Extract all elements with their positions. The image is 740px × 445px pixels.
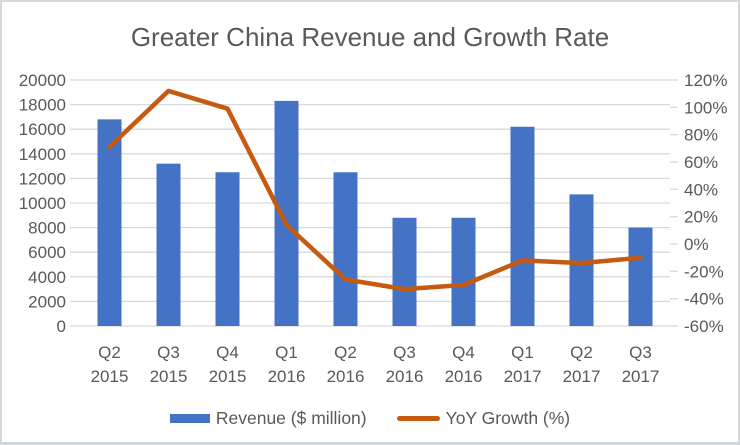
revenue-legend-swatch	[169, 413, 210, 423]
left-axis-tick-label: 0	[57, 317, 66, 336]
x-axis-label-quarter: Q2	[334, 343, 357, 362]
right-axis-tick-label: -40%	[684, 290, 724, 309]
x-axis-label-year: 2016	[327, 367, 365, 386]
bar-q4-2015	[215, 172, 240, 326]
x-axis-label-year: 2016	[268, 367, 306, 386]
left-axis-tick-label: 12000	[19, 169, 66, 188]
x-axis-label-quarter: Q4	[452, 343, 475, 362]
bar-q1-2017	[510, 126, 535, 327]
bar-q2-2016	[333, 172, 358, 326]
bar-q3-2016	[392, 217, 417, 326]
legend: Revenue ($ million) YoY Growth (%)	[2, 403, 738, 433]
x-axis-label-year: 2017	[504, 367, 542, 386]
x-axis-label-quarter: Q3	[393, 343, 416, 362]
x-axis-label-quarter: Q2	[98, 343, 121, 362]
left-axis-tick-label: 14000	[19, 145, 66, 164]
left-axis-tick-label: 2000	[28, 292, 66, 311]
right-axis-tick-label: 100%	[684, 98, 727, 117]
bar-q3-2015	[156, 163, 181, 326]
left-axis-tick-label: 8000	[28, 219, 66, 238]
revenue-legend-label: Revenue ($ million)	[215, 407, 367, 428]
chart-title: Greater China Revenue and Growth Rate	[130, 22, 610, 52]
x-axis-label-year: 2016	[445, 367, 483, 386]
x-axis-label-quarter: Q3	[157, 343, 180, 362]
right-axis-tick-label: -20%	[684, 262, 724, 281]
x-axis-label-year: 2015	[209, 367, 247, 386]
x-axis-label-quarter: Q1	[275, 343, 298, 362]
right-axis-tick-label: 40%	[684, 180, 718, 199]
right-axis-tick-label: 0%	[684, 235, 709, 254]
x-axis-label-year: 2015	[150, 367, 188, 386]
x-axis-label-quarter: Q1	[511, 343, 534, 362]
right-axis-tick-label: 80%	[684, 126, 718, 145]
yoy-growth-line	[107, 88, 643, 292]
x-axis-label-year: 2017	[622, 367, 660, 386]
x-axis-label-year: 2016	[386, 367, 424, 386]
left-axis-tick-label: 16000	[19, 120, 66, 139]
left-axis-tick-label: 6000	[28, 243, 66, 262]
x-axis-label-year: 2017	[563, 367, 601, 386]
legend-item-growth: YoY Growth (%)	[396, 407, 571, 429]
x-axis-label-quarter: Q3	[629, 343, 652, 362]
left-axis-tick-label: 10000	[19, 194, 66, 213]
growth-legend-line-swatch	[396, 415, 440, 421]
left-axis-tick-label: 20000	[19, 71, 66, 90]
bar-q3-2017	[628, 227, 653, 326]
right-axis-tick-label: 20%	[684, 208, 718, 227]
x-axis-label-year: 2015	[91, 367, 129, 386]
x-axis-label-quarter: Q4	[216, 343, 239, 362]
bar-q2-2015	[97, 119, 122, 326]
x-axis-label-quarter: Q2	[570, 343, 593, 362]
bar-q4-2016	[451, 217, 476, 326]
left-axis-tick-label: 4000	[28, 268, 66, 287]
bar-q1-2016	[274, 100, 299, 326]
growth-legend-label: YoY Growth (%)	[445, 407, 571, 428]
right-axis-tick-label: -60%	[684, 317, 724, 336]
left-axis-tick-label: 18000	[19, 96, 66, 115]
right-axis-tick-label: 60%	[684, 153, 718, 172]
right-axis-tick-label: 120%	[684, 71, 727, 90]
legend-item-revenue: Revenue ($ million)	[169, 407, 367, 429]
